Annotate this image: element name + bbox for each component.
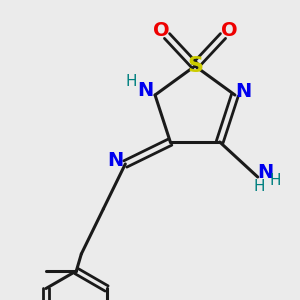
Text: N: N: [235, 82, 251, 100]
Text: H: H: [254, 179, 266, 194]
Text: H: H: [125, 74, 137, 88]
Text: N: N: [258, 164, 274, 182]
Text: O: O: [221, 22, 237, 40]
Text: O: O: [153, 22, 169, 40]
Text: S: S: [187, 56, 203, 76]
Text: N: N: [107, 152, 123, 170]
Text: N: N: [137, 80, 153, 100]
Text: H: H: [270, 173, 281, 188]
